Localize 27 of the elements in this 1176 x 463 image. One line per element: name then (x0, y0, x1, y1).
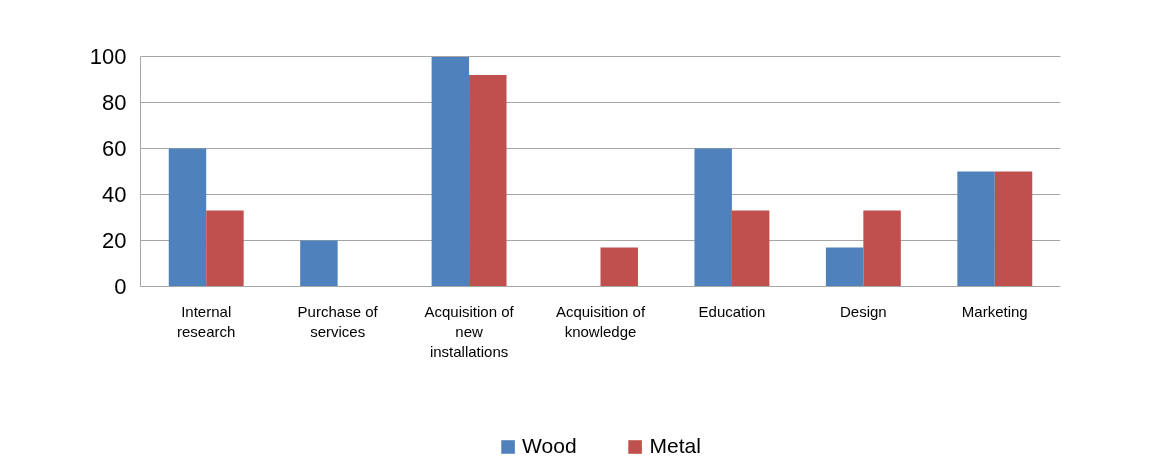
y-tick-label: 40 (102, 182, 127, 207)
x-tick-label: Design (840, 302, 887, 320)
bar (600, 247, 638, 287)
legend-label: Metal (649, 434, 701, 458)
bar (994, 171, 1033, 287)
x-tick-label: Acquisition of knowledge (555, 302, 646, 340)
y-tick-label: 60 (102, 136, 127, 161)
y-tick-label: 80 (102, 90, 127, 115)
bar (168, 148, 207, 287)
bar (694, 148, 732, 287)
legend-label: Wood (522, 434, 577, 458)
x-tick-label: Purchase of services (297, 302, 379, 340)
bar (825, 247, 864, 287)
x-tick-label: Acquisition of new installations (424, 302, 515, 361)
bar (206, 210, 244, 287)
x-tick-label: Education (698, 302, 766, 320)
bar (863, 210, 901, 287)
x-tick-label: Internal research (177, 302, 236, 340)
y-tick-label: 20 (102, 228, 127, 253)
y-tick-label: 100 (89, 44, 127, 69)
x-tick-label: Marketing (961, 302, 1028, 320)
bar (431, 56, 470, 287)
bar (957, 171, 995, 287)
bar (731, 210, 770, 287)
bar (300, 240, 338, 287)
y-tick-label: 0 (114, 274, 127, 299)
bar (469, 74, 507, 287)
